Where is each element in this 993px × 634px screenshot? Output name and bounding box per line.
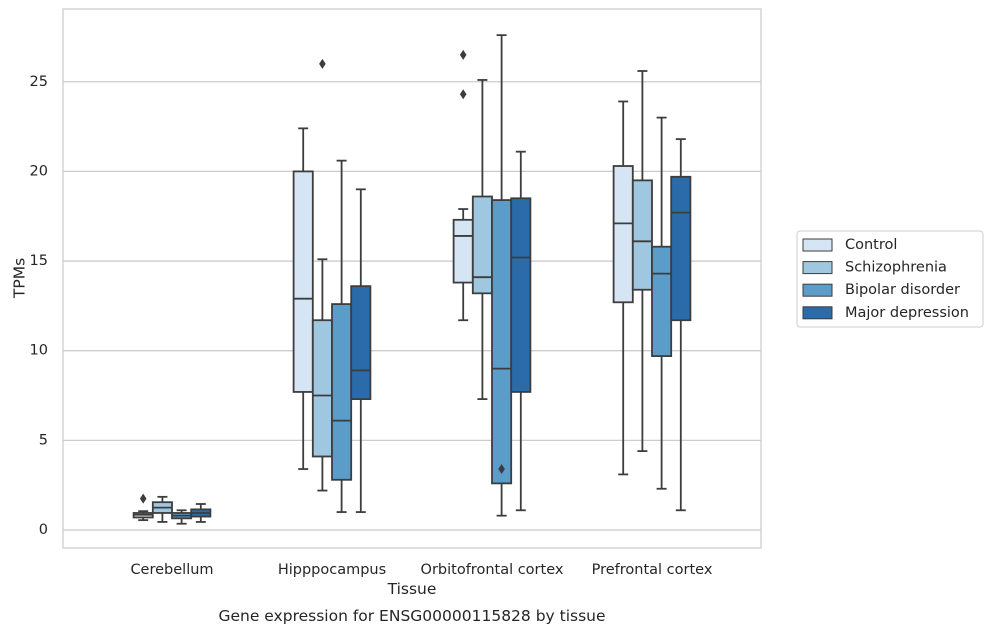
box-0-0 (132, 493, 154, 522)
plot-frame (62, 8, 762, 549)
box-0-3 (190, 503, 212, 523)
outlier-point (498, 464, 505, 475)
legend-label: Schizophrenia (845, 260, 947, 276)
outlier-point (319, 58, 326, 69)
box-body (670, 175, 692, 322)
box-body (631, 179, 653, 291)
box-body (311, 319, 333, 458)
box-0-1 (151, 495, 173, 523)
y-tick-labels: 0 5 10 15 20 25 (30, 74, 48, 538)
box-body (491, 199, 513, 485)
legend-swatch (802, 283, 833, 297)
x-tick-label: Hipppocampus (278, 562, 386, 578)
legend-swatch (802, 306, 833, 320)
legend-swatch (802, 238, 833, 252)
outlier-point (459, 49, 467, 60)
x-tick-labels: Cerebellum Hipppocampus Orbitofrontal cort… (130, 562, 712, 578)
box-3-2 (651, 116, 673, 490)
x-axis-label: Tissue (387, 580, 437, 598)
y-tick-label: 10 (30, 343, 48, 359)
box-series (132, 34, 692, 525)
legend: Control Schizophrenia Bipolar disorder Majo… (796, 230, 984, 328)
box-body (612, 165, 634, 304)
box-body (350, 285, 372, 401)
box-1-1 (311, 58, 333, 492)
box-2-3 (510, 150, 532, 512)
y-tick-label: 15 (30, 253, 48, 269)
box-body (452, 218, 474, 284)
x-tick-label: Orbitofrontal cortex (421, 562, 564, 578)
legend-label: Control (845, 237, 897, 253)
figure-caption: Gene expression for ENSG00000115828 by t… (218, 607, 605, 625)
legend-label: Bipolar disorder (845, 282, 960, 298)
box-3-1 (631, 70, 653, 453)
box-body (510, 197, 532, 393)
y-axis-label: TPMs (11, 258, 29, 299)
x-tick-label: Cerebellum (130, 562, 213, 578)
box-2-1 (471, 79, 493, 401)
y-tick-label: 20 (30, 163, 48, 179)
box-body (331, 303, 353, 481)
box-body (471, 195, 493, 295)
outlier-point (139, 493, 147, 504)
grid-lines (63, 81, 761, 531)
y-tick-label: 0 (39, 522, 48, 538)
box-3-3 (670, 138, 692, 512)
box-1-3 (350, 188, 372, 513)
x-tick-label: Prefrontal cortex (592, 562, 713, 578)
box-body (651, 245, 673, 357)
y-tick-label: 5 (39, 432, 48, 448)
y-tick-label: 25 (30, 74, 48, 90)
box-1-0 (292, 127, 314, 470)
box-body (292, 170, 314, 393)
legend-frame (796, 230, 984, 328)
legend-label: Major depression (845, 305, 969, 321)
legend-swatch (802, 261, 833, 275)
outlier-point (459, 89, 467, 100)
